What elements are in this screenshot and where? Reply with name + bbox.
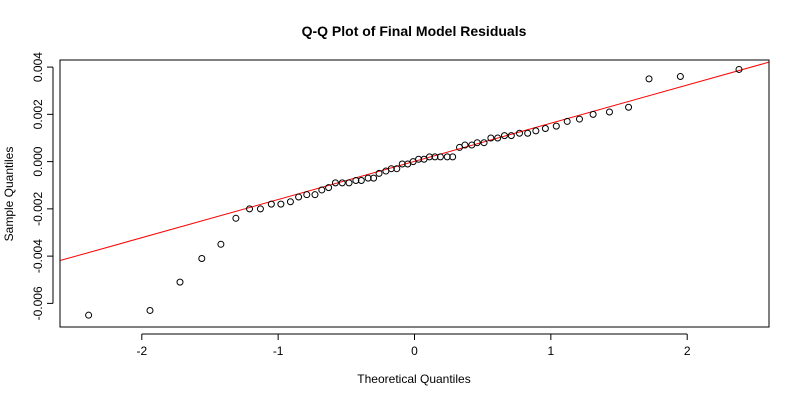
data-point	[625, 103, 633, 111]
data-point	[318, 186, 326, 194]
data-point	[515, 129, 523, 137]
data-point	[461, 141, 469, 149]
data-point	[217, 240, 225, 248]
data-point	[267, 200, 275, 208]
data-point	[532, 127, 540, 135]
data-point	[387, 165, 395, 173]
x-tick-label: 2	[684, 344, 691, 358]
data-point	[473, 139, 481, 147]
data-point	[364, 174, 372, 182]
y-tick-label: -0.004	[31, 239, 45, 273]
data-point	[357, 177, 365, 185]
y-tick-label: 0.000	[31, 146, 45, 176]
data-point	[256, 205, 264, 213]
data-point	[524, 129, 532, 137]
data-point	[589, 110, 597, 118]
data-point	[176, 278, 184, 286]
data-point	[443, 153, 451, 161]
y-axis: -0.006 -0.004 -0.002 0.000 0.002 0.004	[31, 52, 54, 320]
data-point	[375, 169, 383, 177]
y-tick-label: 0.004	[31, 52, 45, 82]
data-point	[246, 205, 254, 213]
data-point	[425, 153, 433, 161]
data-point	[487, 134, 495, 142]
plot-area	[60, 61, 769, 319]
data-point	[198, 254, 206, 262]
data-point	[605, 108, 613, 116]
data-point	[303, 191, 311, 199]
data-point	[146, 306, 154, 314]
data-point	[345, 179, 353, 187]
x-tick-label: -1	[273, 344, 284, 358]
data-point	[645, 75, 653, 83]
data-point	[431, 153, 439, 161]
data-point	[415, 155, 423, 163]
data-point	[541, 125, 549, 133]
x-axis-label: Theoretical Quantiles	[357, 372, 470, 386]
y-tick-label: -0.006	[31, 286, 45, 320]
data-point	[575, 115, 583, 123]
data-point	[676, 73, 684, 81]
x-tick-label: 0	[411, 344, 418, 358]
data-point	[325, 184, 333, 192]
data-point	[398, 160, 406, 168]
plot-frame	[59, 59, 770, 328]
data-point	[295, 193, 303, 201]
data-point	[436, 153, 444, 161]
x-axis: -2 -1 0 1 2	[136, 333, 691, 358]
y-tick-label: -0.002	[31, 192, 45, 226]
data-point	[393, 165, 401, 173]
data-point	[338, 179, 346, 187]
reference-line	[60, 61, 769, 262]
chart-title: Q-Q Plot of Final Model Residuals	[302, 23, 527, 39]
y-axis-label: Sample Quantiles	[2, 147, 16, 242]
data-point	[232, 214, 240, 222]
data-point	[563, 117, 571, 125]
data-point	[331, 179, 339, 187]
y-tick-label: 0.002	[31, 99, 45, 129]
data-point	[286, 198, 294, 206]
data-point	[507, 132, 515, 140]
data-point	[311, 191, 319, 199]
data-point	[735, 65, 743, 73]
data-point	[494, 134, 502, 142]
data-point	[277, 200, 285, 208]
data-point	[85, 311, 93, 319]
data-point	[500, 132, 508, 140]
x-tick-label: 1	[548, 344, 555, 358]
data-point	[552, 122, 560, 130]
data-point	[352, 177, 360, 185]
data-point	[480, 139, 488, 147]
data-point	[449, 153, 457, 161]
data-point	[370, 174, 378, 182]
x-tick-label: -2	[136, 344, 147, 358]
